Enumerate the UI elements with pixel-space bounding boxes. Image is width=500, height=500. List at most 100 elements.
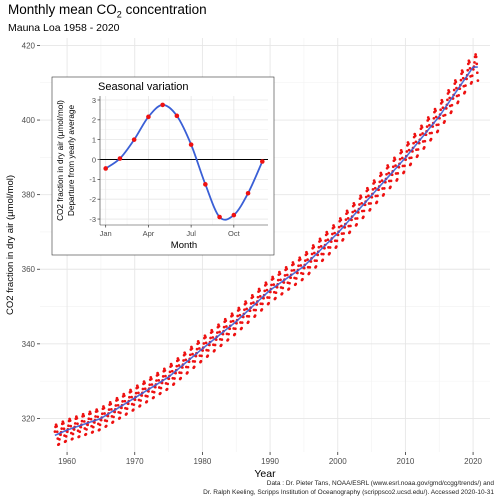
data-point <box>59 433 62 437</box>
data-point <box>283 274 287 277</box>
data-point <box>281 286 285 290</box>
data-point <box>261 302 264 306</box>
data-point <box>107 408 111 411</box>
data-point <box>159 386 163 390</box>
data-point <box>385 172 388 176</box>
data-point <box>177 364 181 367</box>
data-point <box>231 313 234 317</box>
data-point <box>193 360 197 363</box>
data-point <box>227 332 230 336</box>
data-point <box>276 278 280 282</box>
data-point <box>258 289 261 292</box>
data-point <box>243 308 246 312</box>
data-point <box>175 364 179 368</box>
data-point <box>224 319 228 323</box>
data-point <box>325 232 329 236</box>
data-point <box>432 116 436 120</box>
data-point <box>55 430 59 434</box>
data-point <box>102 406 106 410</box>
data-point <box>473 61 476 64</box>
data-point <box>341 237 345 241</box>
data-point <box>197 347 201 350</box>
data-point <box>103 412 106 415</box>
data-point <box>387 171 391 175</box>
data-point <box>82 420 86 423</box>
data-point <box>132 403 136 407</box>
data-point <box>447 90 451 94</box>
data-point <box>296 271 299 275</box>
main-trend <box>54 66 478 437</box>
data-point <box>285 273 289 277</box>
data-point <box>245 307 249 311</box>
data-point <box>204 335 207 339</box>
data-point <box>122 394 126 398</box>
data-point <box>195 347 199 351</box>
data-point <box>118 416 122 420</box>
data-point <box>95 409 99 413</box>
data-point <box>339 218 343 222</box>
data-point <box>278 272 282 276</box>
data-point <box>373 180 377 184</box>
chart-subtitle: Mauna Loa 1958 - 2020 <box>8 22 120 34</box>
data-point <box>466 68 470 72</box>
data-point <box>73 422 77 425</box>
data-source-caption: Data : Dr. Pieter Tans, NOAA/ESRL (www.e… <box>203 480 494 497</box>
main-axes: 1960 1970 1980 1990 2000 2010 2020320340360380… <box>5 41 483 480</box>
data-point <box>351 210 355 214</box>
data-point <box>414 140 418 144</box>
data-point <box>280 292 284 295</box>
data-point <box>346 217 350 220</box>
data-point <box>128 395 131 399</box>
data-point <box>394 164 397 167</box>
data-point <box>474 53 477 56</box>
data-point <box>437 123 440 127</box>
data-point <box>403 164 406 168</box>
data-point <box>468 67 472 70</box>
data-point <box>348 230 352 234</box>
data-point <box>165 387 169 391</box>
data-point <box>238 313 242 317</box>
data-point <box>254 308 258 312</box>
seasonal-point <box>117 156 123 161</box>
data-point <box>72 428 76 431</box>
data-point <box>310 252 314 256</box>
data-point <box>292 268 296 272</box>
data-point <box>67 424 70 428</box>
data-point <box>382 187 386 190</box>
data-point <box>213 349 216 352</box>
data-point <box>380 173 383 176</box>
data-point <box>413 134 417 138</box>
data-point <box>468 60 471 64</box>
data-point <box>152 395 155 399</box>
data-point <box>125 407 129 411</box>
data-point <box>396 172 400 175</box>
data-point <box>231 319 235 323</box>
data-point <box>423 139 427 143</box>
data-point <box>114 404 118 407</box>
data-point <box>331 232 334 236</box>
data-point <box>112 415 115 419</box>
data-point <box>182 359 185 362</box>
data-point <box>324 239 327 242</box>
data-point <box>298 258 302 261</box>
data-point <box>89 412 92 415</box>
data-point <box>335 239 339 243</box>
data-point <box>76 422 79 426</box>
data-point <box>166 382 170 386</box>
data-point <box>400 156 404 160</box>
data-point <box>129 390 133 393</box>
data-point <box>258 294 262 298</box>
data-point <box>474 55 478 59</box>
data-point <box>200 354 203 358</box>
data-point <box>192 365 196 369</box>
data-point <box>82 414 86 418</box>
data-point <box>91 430 95 434</box>
data-point <box>353 203 356 207</box>
data-point <box>263 289 267 293</box>
data-point <box>236 314 239 318</box>
data-point <box>85 428 88 431</box>
data-point <box>355 217 359 220</box>
data-point <box>459 78 463 82</box>
data-point <box>371 188 375 191</box>
